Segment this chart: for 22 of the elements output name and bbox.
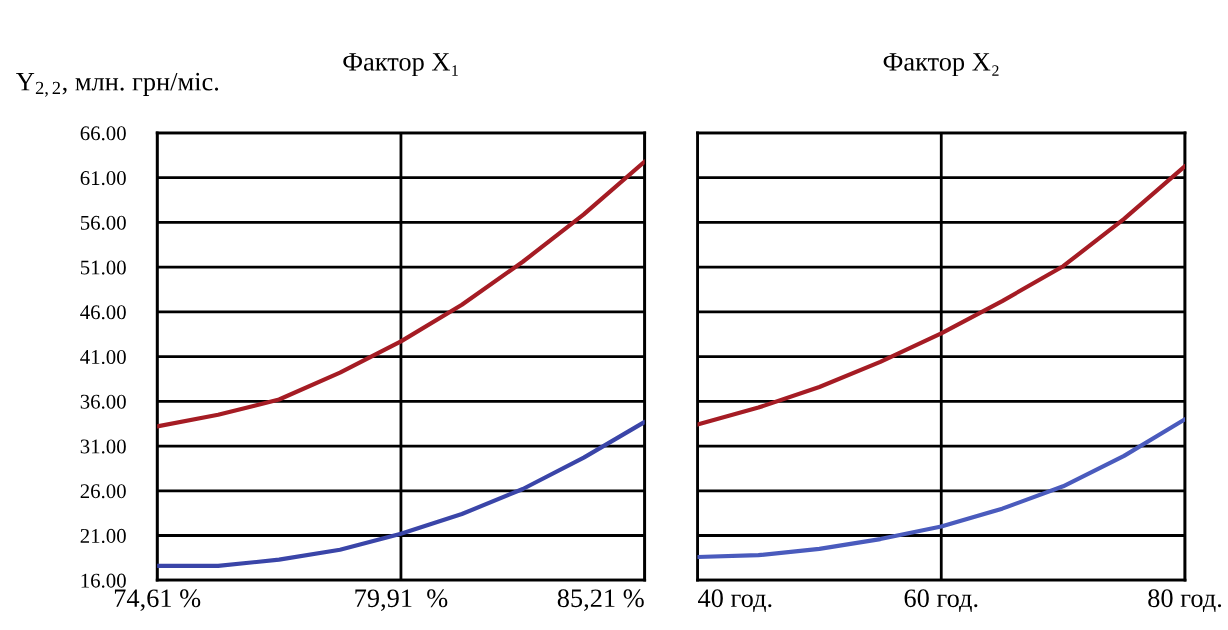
x-tick-label: 80 год.: [1148, 589, 1222, 612]
x-tick-label: 40 год.: [698, 589, 772, 612]
y-tick-label: 61.00: [80, 171, 126, 186]
y-tick-label: 66.00: [80, 126, 126, 141]
x-tick-label: 85,21 %: [557, 589, 644, 611]
y-tick-label: 41.00: [80, 349, 126, 365]
y-tick-label: 46.00: [80, 305, 126, 320]
line-series: [157, 159, 645, 429]
y-tick-label: 26.00: [80, 484, 126, 499]
y-tick-label: 36.00: [80, 394, 126, 409]
y-tick-label: 16.00: [81, 573, 126, 588]
line-series: [157, 419, 645, 569]
y-tick-label: 21.00: [80, 528, 126, 544]
chart-title: Фактор X₂: [883, 53, 999, 77]
y-tick-label: 51.00: [80, 260, 126, 275]
y-tick-label: 56.00: [80, 215, 126, 230]
y-tick-label: 31.00: [80, 439, 126, 454]
x-tick-label: 79,91 %: [355, 589, 448, 611]
x-tick-label: 74,61 %: [114, 589, 201, 611]
x-tick-label: 60 год.: [904, 589, 978, 612]
chart-title: Фактор X₁: [343, 53, 458, 77]
y-axis-title: Y$_{2,2}$, млн. грн/міс.: [16, 72, 219, 97]
